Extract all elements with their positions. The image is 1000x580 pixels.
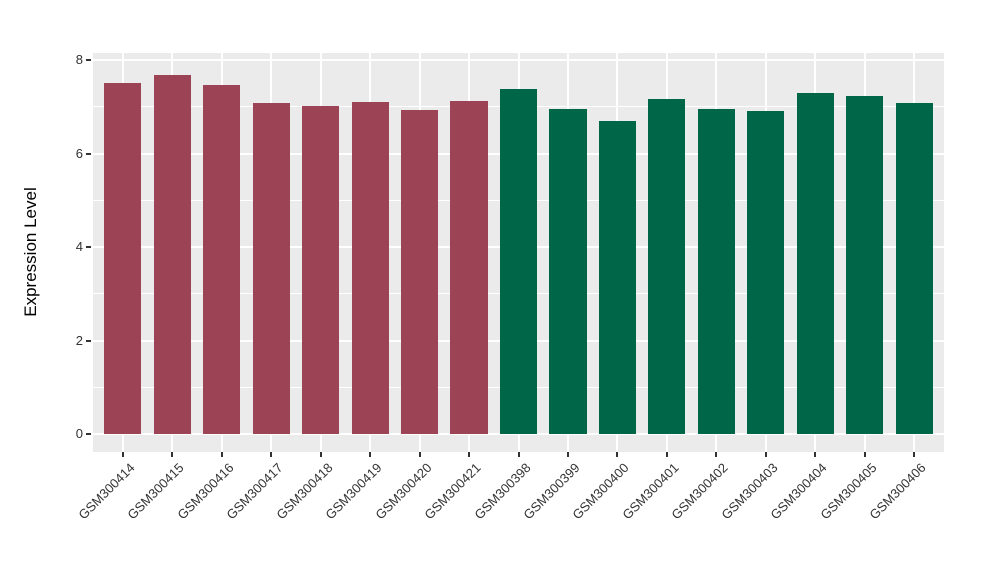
chart-panel [93,53,944,452]
bar-GSM300400 [598,120,636,434]
y-axis-tick-label: 2 [75,332,83,348]
bar-GSM300404 [796,93,834,434]
x-axis-tick [171,452,174,457]
x-axis-tick [566,452,569,457]
x-axis-tick [270,452,273,457]
x-axis-tick [764,452,767,457]
y-axis-tick-label: 4 [75,239,83,254]
x-axis-tick [418,452,421,457]
bar-GSM300421 [450,101,488,434]
x-axis-tick [517,452,520,457]
bar-GSM300398 [499,88,538,434]
bar-GSM300420 [400,110,439,434]
x-axis-tick [814,452,817,457]
bar-GSM300405 [846,95,884,434]
x-axis-tick [121,452,124,457]
bar-GSM300414 [104,82,142,434]
y-axis-title: Expression Level [21,187,40,317]
y-axis-tick-label: 8 [75,52,83,67]
x-axis-tick [863,452,866,457]
bar-GSM300399 [549,109,587,434]
x-axis-tick [319,452,322,457]
y-axis-tick [86,433,91,435]
y-axis-tick-label: 0 [75,426,83,441]
x-axis-tick [369,452,372,457]
bar-GSM300406 [895,103,933,434]
bar-GSM300417 [252,103,290,434]
x-axis-tick [468,452,471,457]
y-axis-tick-label: 6 [75,145,83,161]
bar-GSM300402 [697,109,735,434]
y-axis-tick [86,59,91,61]
x-axis-tick [616,452,619,457]
y-axis-tick [86,152,91,155]
bar-GSM300403 [747,110,785,434]
bar-GSM300419 [351,102,389,434]
x-axis-tick [913,452,916,457]
bar-GSM300401 [648,98,686,434]
x-axis-tick [715,452,718,457]
x-axis-tick [220,452,223,457]
bar-GSM300415 [153,74,191,434]
y-axis-tick [86,339,91,342]
y-axis-tick [86,246,91,248]
x-axis-tick [665,452,668,457]
bar-GSM300416 [203,84,241,434]
bar-GSM300418 [302,105,340,434]
